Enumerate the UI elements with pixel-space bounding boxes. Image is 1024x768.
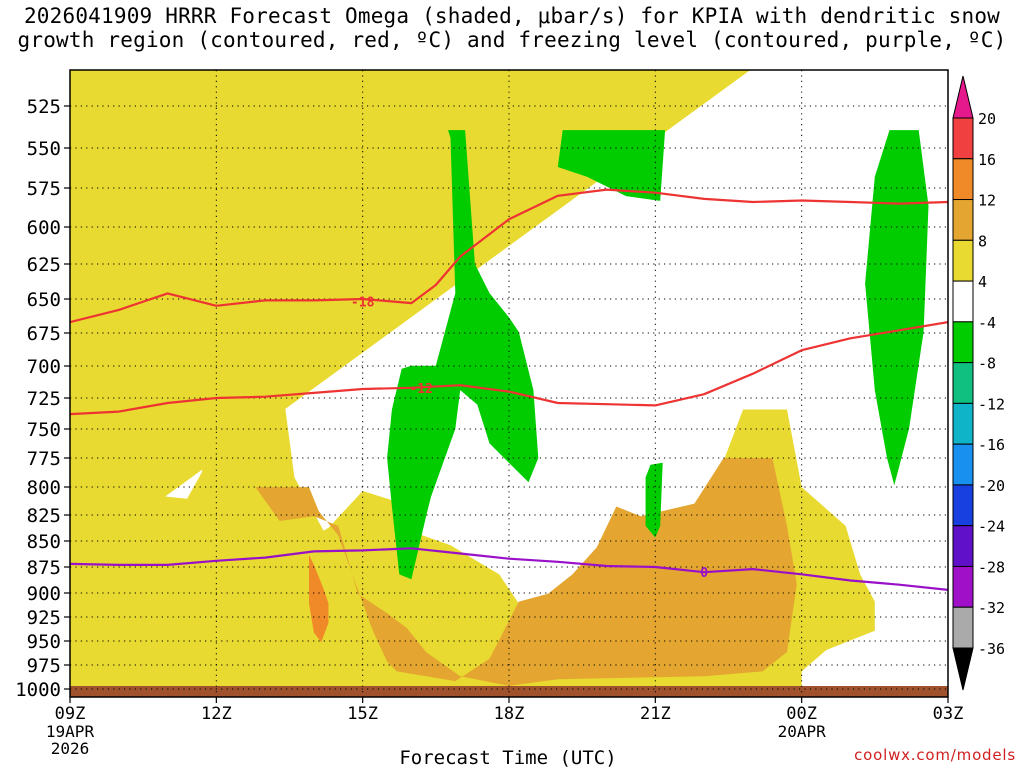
colorbar-label-9: -20 bbox=[978, 477, 1005, 495]
x-tick-label-6: 03Z bbox=[933, 704, 964, 724]
x-tick-label-3: 18Z bbox=[494, 704, 525, 724]
colorbar: 20 16 12 8 4 -4 -8 -12 -16 -20 -24 -28 -32 -36 bbox=[952, 75, 1005, 691]
omega-region-4 bbox=[557, 130, 666, 201]
omega-region-3 bbox=[387, 130, 539, 580]
y-tick-label-975: 975 bbox=[27, 655, 61, 677]
colorbar-bin-6 bbox=[952, 321, 974, 364]
contour-line-0 bbox=[70, 188, 948, 324]
contour-label-2: 0 bbox=[700, 566, 708, 581]
y-tick-label-625: 625 bbox=[27, 254, 61, 276]
chart-title-line1: 2026041909 HRRR Forecast Omega (shaded, … bbox=[23, 4, 1001, 28]
colorbar-label-3: 8 bbox=[978, 232, 987, 250]
y-tick-label-750: 750 bbox=[27, 419, 61, 441]
colorbar-label-0: 20 bbox=[978, 110, 996, 128]
x-tick-date-5: 20APR bbox=[778, 722, 827, 741]
x-tick-label-2: 15Z bbox=[347, 704, 378, 724]
y-tick-label-725: 725 bbox=[27, 388, 61, 410]
y-tick-label-650: 650 bbox=[27, 289, 61, 311]
omega-region-6 bbox=[645, 462, 663, 538]
colorbar-label-10: -24 bbox=[978, 518, 1005, 536]
contour-line-2 bbox=[70, 547, 948, 591]
colorbar-label-2: 12 bbox=[978, 192, 996, 210]
grid-layer bbox=[70, 70, 948, 697]
colorbar-bottom-triangle bbox=[952, 647, 974, 691]
colorbar-bin-8 bbox=[952, 402, 974, 445]
omega-region-1 bbox=[255, 458, 797, 686]
x-tick-label-4: 21Z bbox=[640, 704, 671, 724]
y-tick-label-825: 825 bbox=[27, 505, 61, 527]
credit-text: coolwx.com/models bbox=[854, 746, 1016, 764]
y-tick-label-525: 525 bbox=[27, 96, 61, 118]
omega-shading-layer bbox=[70, 70, 929, 697]
x-tick-label-0: 09Z bbox=[55, 704, 86, 724]
colorbar-label-1: 16 bbox=[978, 151, 996, 169]
x-tick-label-5: 00Z bbox=[786, 704, 817, 724]
y-tick-label-775: 775 bbox=[27, 448, 61, 470]
colorbar-bin-3 bbox=[952, 199, 974, 241]
colorbar-bin-11 bbox=[952, 525, 974, 567]
colorbar-label-12: -32 bbox=[978, 599, 1005, 617]
colorbar-bin-12 bbox=[952, 565, 974, 608]
chart-title-line2: growth region (contoured, red, ºC) and f… bbox=[17, 28, 1007, 52]
colorbar-bin-2 bbox=[952, 158, 974, 201]
x-axis-title: Forecast Time (UTC) bbox=[399, 747, 616, 768]
colorbar-label-7: -12 bbox=[978, 395, 1005, 413]
y-tick-label-700: 700 bbox=[27, 356, 61, 378]
x-tick-date-0: 19APR bbox=[46, 722, 95, 741]
colorbar-label-11: -28 bbox=[978, 558, 1005, 576]
chart-title: 2026041909 HRRR Forecast Omega (shaded, … bbox=[0, 4, 1024, 52]
colorbar-bin-13 bbox=[952, 606, 974, 649]
colorbar-label-8: -16 bbox=[978, 436, 1005, 454]
omega-region-2 bbox=[309, 555, 329, 643]
contour-label-0: -18 bbox=[351, 296, 375, 311]
contour-line-1 bbox=[70, 321, 948, 416]
y-tick-label-925: 925 bbox=[27, 607, 61, 629]
colorbar-bin-4 bbox=[952, 239, 974, 282]
y-tick-label-675: 675 bbox=[27, 323, 61, 345]
colorbar-bin-5 bbox=[952, 280, 974, 323]
y-tick-label-800: 800 bbox=[27, 477, 61, 499]
y-tick-label-600: 600 bbox=[27, 217, 61, 239]
omega-region-5 bbox=[865, 130, 929, 486]
y-tick-label-900: 900 bbox=[27, 583, 61, 605]
y-tick-label-575: 575 bbox=[27, 178, 61, 200]
colorbar-bin-10 bbox=[952, 484, 974, 527]
colorbar-bin-1 bbox=[952, 117, 974, 160]
colorbar-bin-9 bbox=[952, 443, 974, 486]
colorbar-label-6: -8 bbox=[978, 355, 996, 373]
contour-label-1: -12 bbox=[409, 382, 432, 397]
x-tick-year-0: 2026 bbox=[51, 739, 90, 758]
contour-layer bbox=[70, 188, 948, 591]
y-tick-label-950: 950 bbox=[27, 631, 61, 653]
colorbar-label-5: -4 bbox=[978, 314, 996, 332]
colorbar-bin-7 bbox=[952, 362, 974, 404]
y-tick-label-550: 550 bbox=[27, 138, 61, 160]
colorbar-label-13: -36 bbox=[978, 640, 1005, 658]
y-axis: 525 550 575 600 625 650 675 700 725 750 775 800 825 8… bbox=[15, 96, 70, 701]
x-tick-label-1: 12Z bbox=[201, 704, 232, 724]
colorbar-label-4: 4 bbox=[978, 273, 987, 291]
y-tick-label-1000: 1000 bbox=[15, 679, 61, 701]
y-tick-label-850: 850 bbox=[27, 531, 61, 553]
colorbar-top-triangle bbox=[952, 75, 974, 119]
omega-region-0 bbox=[70, 70, 875, 697]
contour-label-layer: -18 -12 0 bbox=[351, 296, 708, 581]
y-tick-label-875: 875 bbox=[27, 557, 61, 579]
